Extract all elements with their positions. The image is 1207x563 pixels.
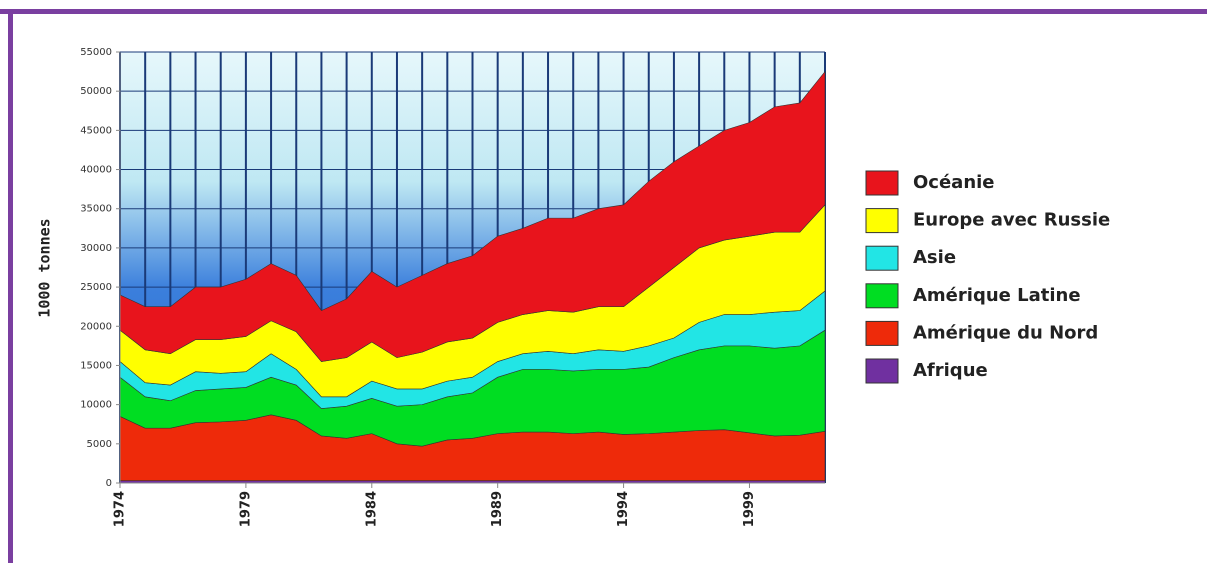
- legend-swatch: [865, 208, 899, 234]
- y-tick-label: 35000: [80, 204, 112, 215]
- y-tick-label: 45000: [80, 125, 112, 136]
- x-tick-label: 1974: [113, 491, 128, 527]
- y-tick-label: 15000: [80, 360, 112, 371]
- area: [119, 70, 826, 362]
- x-tick-label: 1994: [616, 491, 631, 527]
- legend-label: Amérique Latine: [913, 285, 1081, 306]
- x-tick-label: 1989: [490, 491, 505, 527]
- x-tick-label: 1999: [742, 491, 757, 527]
- frame-left: [8, 9, 13, 563]
- y-tick-label: 50000: [80, 86, 112, 97]
- y-tick-label: 25000: [80, 282, 112, 293]
- legend-swatch: [865, 358, 899, 384]
- legend-label: Afrique: [913, 360, 988, 381]
- legend-swatch: [865, 170, 899, 196]
- y-tick-label: 55000: [80, 47, 112, 58]
- legend-label: Asie: [913, 247, 956, 268]
- y-tick-label: 20000: [80, 321, 112, 332]
- legend-label: Europe avec Russie: [913, 210, 1110, 231]
- y-tick-label: 40000: [80, 165, 112, 176]
- legend-label: Océanie: [913, 172, 995, 193]
- legend-swatch: [865, 245, 899, 271]
- legend-swatch: [865, 283, 899, 309]
- y-axis-label: 1000 tonnes: [36, 218, 54, 317]
- x-tick-label: 1984: [364, 491, 379, 527]
- legend-swatch: [865, 320, 899, 346]
- y-tick-label: 10000: [80, 400, 112, 411]
- y-tick-label: 0: [106, 478, 112, 489]
- y-tick-label: 30000: [80, 243, 112, 254]
- y-tick-label: 5000: [87, 439, 112, 450]
- x-tick-label: 1979: [238, 491, 253, 527]
- legend-label: Amérique du Nord: [913, 322, 1098, 343]
- frame-top: [0, 9, 1207, 14]
